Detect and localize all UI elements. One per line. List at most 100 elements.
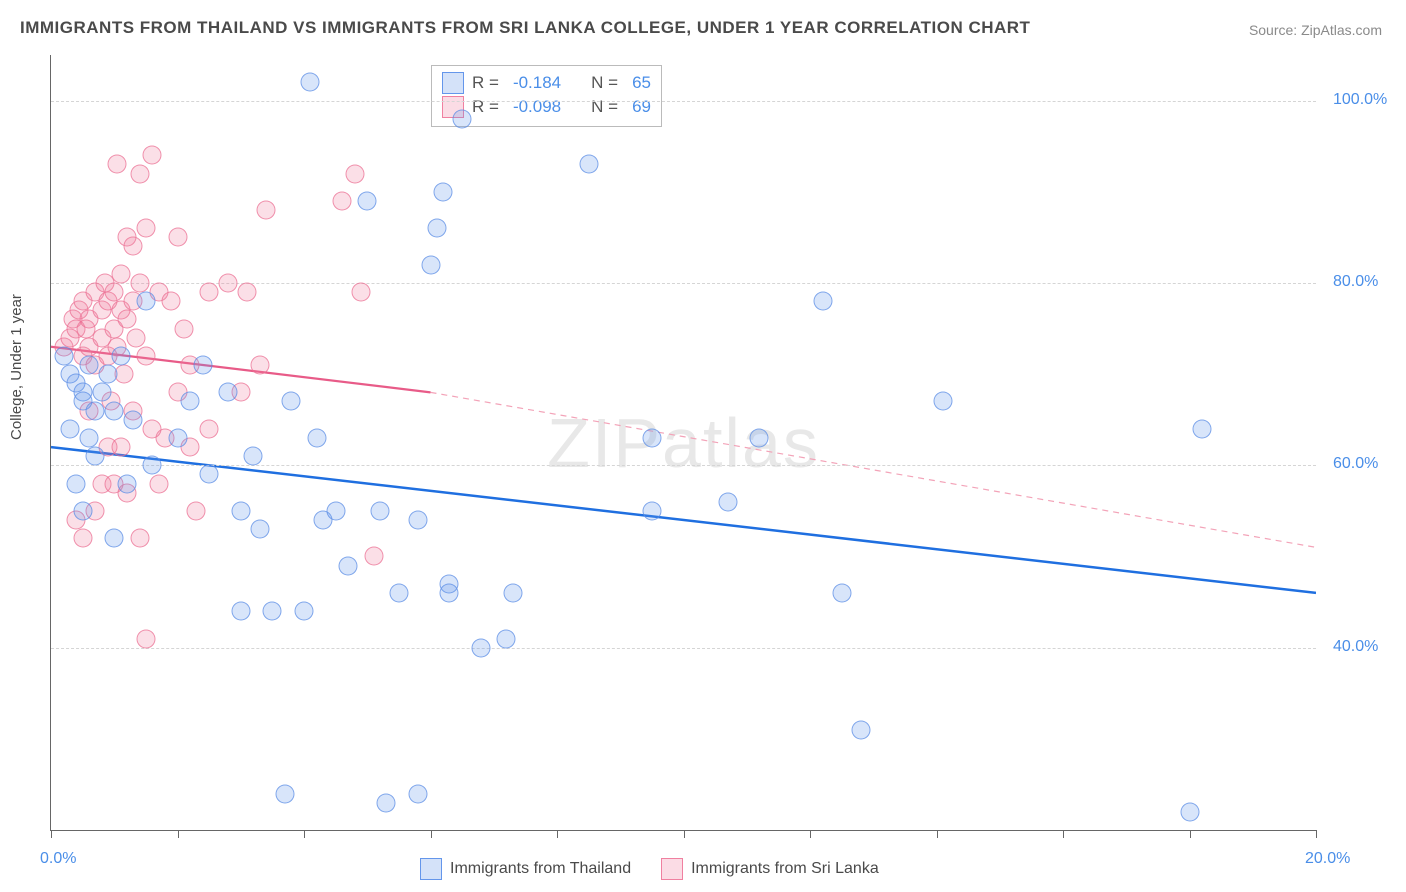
- scatter-point: [136, 292, 155, 311]
- legend-series: Immigrants from Thailand Immigrants from …: [420, 858, 879, 880]
- scatter-point: [124, 410, 143, 429]
- y-axis-label: College, Under 1 year: [8, 294, 25, 440]
- legend-series-label: Immigrants from Thailand: [450, 860, 631, 878]
- scatter-point: [377, 793, 396, 812]
- scatter-point: [718, 492, 737, 511]
- scatter-point: [92, 383, 111, 402]
- scatter-point: [143, 456, 162, 475]
- legend-series-item: Immigrants from Sri Lanka: [661, 858, 879, 880]
- gridline-h: [51, 101, 1316, 102]
- scatter-point: [1193, 419, 1212, 438]
- scatter-point: [813, 292, 832, 311]
- scatter-point: [231, 501, 250, 520]
- scatter-point: [933, 392, 952, 411]
- x-tick: [431, 830, 432, 838]
- scatter-point: [219, 273, 238, 292]
- scatter-point: [421, 255, 440, 274]
- scatter-point: [326, 501, 345, 520]
- scatter-point: [434, 182, 453, 201]
- chart-source: Source: ZipAtlas.com: [1249, 22, 1382, 38]
- x-tick: [1316, 830, 1317, 838]
- x-tick-label: 0.0%: [40, 850, 76, 868]
- scatter-point: [130, 529, 149, 548]
- legend-r-value: -0.184: [513, 73, 561, 93]
- scatter-point: [67, 474, 86, 493]
- scatter-point: [79, 356, 98, 375]
- legend-swatch: [420, 858, 442, 880]
- scatter-point: [105, 401, 124, 420]
- legend-swatch: [442, 72, 464, 94]
- scatter-point: [98, 365, 117, 384]
- chart-title: IMMIGRANTS FROM THAILAND VS IMMIGRANTS F…: [20, 18, 1030, 38]
- x-tick: [1190, 830, 1191, 838]
- scatter-point: [244, 447, 263, 466]
- x-tick: [810, 830, 811, 838]
- scatter-point: [130, 273, 149, 292]
- scatter-point: [181, 392, 200, 411]
- scatter-point: [200, 283, 219, 302]
- scatter-point: [105, 529, 124, 548]
- scatter-point: [579, 155, 598, 174]
- trend-lines: [51, 55, 1316, 830]
- y-tick-label: 40.0%: [1333, 638, 1378, 656]
- y-tick-label: 80.0%: [1333, 273, 1378, 291]
- scatter-point: [111, 346, 130, 365]
- scatter-point: [117, 474, 136, 493]
- scatter-point: [851, 720, 870, 739]
- y-tick-label: 100.0%: [1333, 91, 1387, 109]
- x-tick: [557, 830, 558, 838]
- scatter-point: [408, 784, 427, 803]
- scatter-point: [295, 602, 314, 621]
- scatter-point: [351, 283, 370, 302]
- scatter-point: [238, 283, 257, 302]
- scatter-point: [364, 547, 383, 566]
- scatter-point: [60, 419, 79, 438]
- legend-stat-row: R =-0.184N =65: [442, 72, 651, 94]
- legend-n-label: N =: [591, 73, 618, 93]
- legend-stat-row: R =-0.098N =69: [442, 96, 651, 118]
- scatter-point: [832, 583, 851, 602]
- scatter-point: [127, 328, 146, 347]
- scatter-point: [86, 401, 105, 420]
- scatter-point: [332, 191, 351, 210]
- legend-r-label: R =: [472, 73, 499, 93]
- scatter-point: [307, 428, 326, 447]
- gridline-h: [51, 465, 1316, 466]
- scatter-point: [250, 356, 269, 375]
- x-tick: [1063, 830, 1064, 838]
- scatter-point: [345, 164, 364, 183]
- x-tick: [684, 830, 685, 838]
- x-tick: [304, 830, 305, 838]
- scatter-point: [200, 419, 219, 438]
- scatter-point: [86, 447, 105, 466]
- scatter-point: [263, 602, 282, 621]
- scatter-point: [358, 191, 377, 210]
- scatter-point: [111, 438, 130, 457]
- scatter-point: [108, 155, 127, 174]
- scatter-point: [73, 529, 92, 548]
- scatter-point: [136, 629, 155, 648]
- x-tick-label: 20.0%: [1305, 850, 1350, 868]
- scatter-point: [503, 583, 522, 602]
- scatter-point: [389, 583, 408, 602]
- scatter-point: [1180, 802, 1199, 821]
- scatter-point: [219, 383, 238, 402]
- scatter-point: [54, 346, 73, 365]
- legend-series-label: Immigrants from Sri Lanka: [691, 860, 879, 878]
- x-tick: [178, 830, 179, 838]
- scatter-point: [750, 428, 769, 447]
- scatter-point: [162, 292, 181, 311]
- chart-plot-area: ZIPatlas R =-0.184N =65R =-0.098N =69: [50, 55, 1316, 831]
- scatter-point: [642, 428, 661, 447]
- scatter-point: [231, 602, 250, 621]
- scatter-point: [117, 310, 136, 329]
- scatter-point: [111, 264, 130, 283]
- scatter-point: [339, 556, 358, 575]
- scatter-point: [276, 784, 295, 803]
- scatter-point: [143, 146, 162, 165]
- x-tick: [937, 830, 938, 838]
- y-tick-label: 60.0%: [1333, 455, 1378, 473]
- scatter-point: [642, 501, 661, 520]
- scatter-point: [130, 164, 149, 183]
- scatter-point: [136, 219, 155, 238]
